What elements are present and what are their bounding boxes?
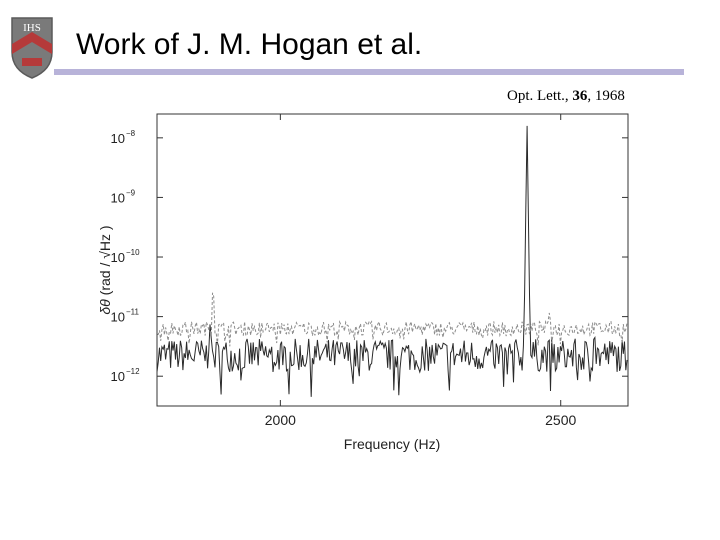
y-tick-label: 10 xyxy=(111,310,125,325)
plot-frame xyxy=(156,113,629,407)
series-solid-line xyxy=(156,125,628,397)
series-dashed-line xyxy=(156,292,628,347)
x-tick-label: 2500 xyxy=(545,412,576,428)
citation-volume: 36 xyxy=(572,88,588,104)
citation: Opt. Lett., 36, 1968 xyxy=(507,88,625,105)
crest-chevron xyxy=(12,32,52,54)
y-tick-label: 10 xyxy=(111,190,125,205)
y-tick-label: 10 xyxy=(111,131,125,146)
x-axis-label: Frequency (Hz) xyxy=(344,436,440,452)
y-tick-exponent: −8 xyxy=(126,129,136,138)
y-tick-label: 10 xyxy=(111,369,125,384)
y-tick-exponent: −9 xyxy=(126,188,136,197)
y-tick-exponent: −10 xyxy=(126,248,140,257)
y-tick-label: 10 xyxy=(111,250,125,265)
y-axis-label-part: δθ xyxy=(97,299,113,315)
y-axis-label-part: √ xyxy=(97,251,113,259)
slide-title: Work of J. M. Hogan et al. xyxy=(76,28,423,61)
x-tick-label: 2000 xyxy=(265,412,296,428)
y-axis-label-part: (rad / xyxy=(97,259,113,299)
y-tick-exponent: −12 xyxy=(126,367,140,376)
crest-lettering: IHS xyxy=(23,22,41,34)
citation-journal: Opt. Lett., xyxy=(507,88,569,104)
y-axis-label-part: Hz ) xyxy=(97,225,113,251)
title-underline-bar xyxy=(54,69,684,75)
y-tick-exponent: −11 xyxy=(126,308,140,317)
crest-crown xyxy=(22,58,42,66)
school-crest-logo: IHS xyxy=(11,17,53,79)
y-axis-label: δθ (rad / √Hz ) xyxy=(97,225,113,314)
citation-year: , 1968 xyxy=(587,88,625,104)
